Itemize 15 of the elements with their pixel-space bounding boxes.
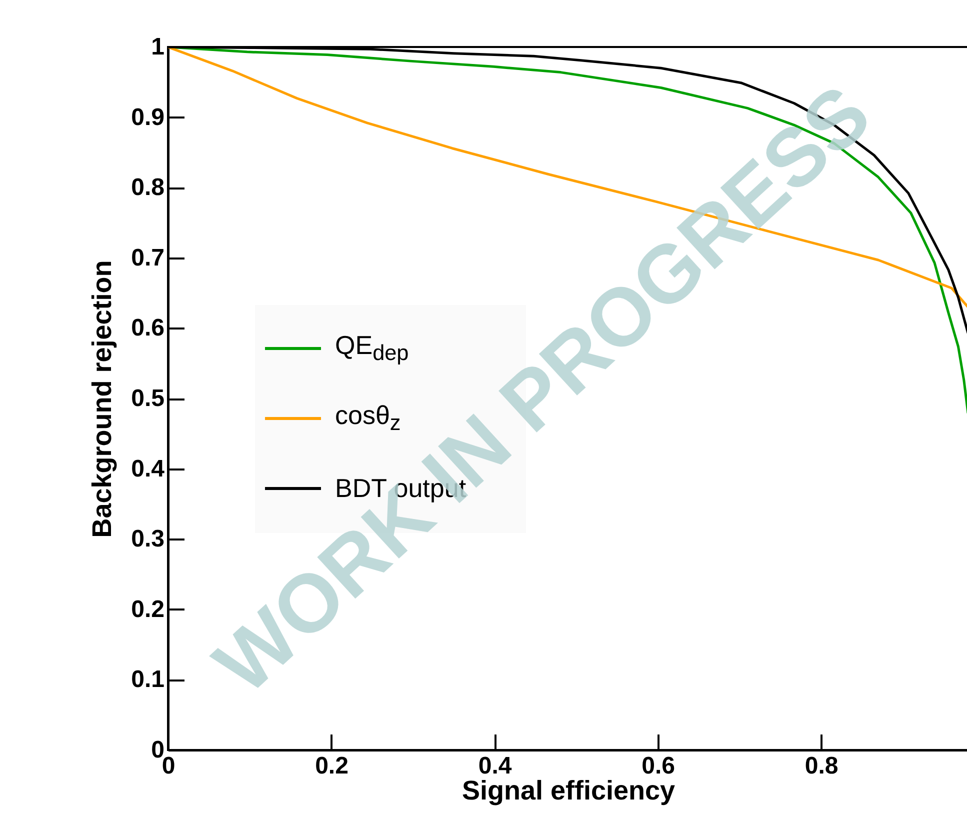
legend-label: QE$_{dep}$ <box>335 330 409 366</box>
y-tick-label: 0.9 <box>131 104 164 131</box>
x-tick-label: 0.8 <box>804 752 838 780</box>
y-tick-label: 0.2 <box>131 596 164 623</box>
y-tick-label: 1 <box>151 34 164 60</box>
y-tick-label: 0.4 <box>131 455 166 482</box>
y-tick-label: 0.1 <box>131 666 164 694</box>
x-tick-label: 0.2 <box>315 752 348 780</box>
y-tick-label: 0.5 <box>131 385 164 412</box>
y-tick-label: 0.6 <box>131 314 164 342</box>
y-axis-title: Background rejection <box>87 260 118 538</box>
y-tick-label: 0.7 <box>131 244 164 272</box>
y-tick-label: 0.3 <box>131 526 164 553</box>
legend-label: cosθ$_{z}$ <box>335 400 401 436</box>
y-tick-label: 0.8 <box>131 174 164 202</box>
